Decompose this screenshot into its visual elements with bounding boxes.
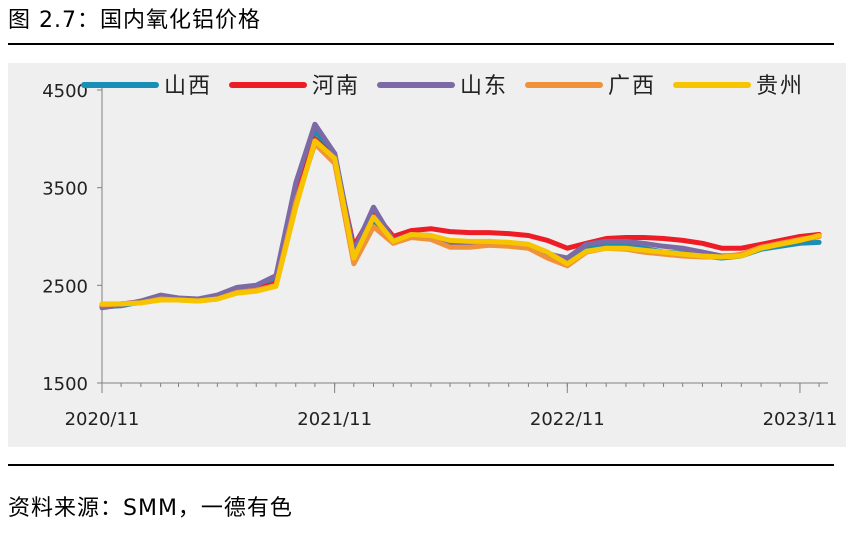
source-note: 资料来源：SMM，一德有色: [8, 496, 293, 521]
legend-label: 山西: [164, 74, 212, 99]
y-tick-label: 4500: [42, 81, 88, 102]
y-tick-label: 1500: [42, 374, 88, 395]
figure-title: 图 2.7：国内氧化铝价格: [8, 8, 261, 33]
source-rule: [8, 464, 834, 466]
series-lines: [99, 121, 822, 311]
legend-label: 贵州: [756, 74, 804, 99]
legend-label: 河南: [312, 74, 360, 99]
legend: 山西 河南 山东 广西 贵州: [81, 74, 804, 99]
x-tick-label: 2022/11: [530, 409, 605, 430]
series-line-山东: [99, 121, 822, 311]
series-line-河南: [99, 136, 822, 308]
x-tick-label: 2023/11: [763, 409, 838, 430]
axes: 1500 2500 3500 4500 2020/11 2021/11 2022/11 202…: [42, 81, 837, 430]
series-line-山西: [99, 128, 822, 310]
x-tick-label: 2020/11: [65, 409, 140, 430]
y-tick-label: 2500: [42, 276, 88, 297]
series-line-广西: [99, 141, 822, 308]
x-tick-label: 2021/11: [297, 409, 372, 430]
series-line-贵州: [99, 138, 822, 307]
title-rule: [8, 43, 834, 45]
legend-label: 山东: [460, 74, 508, 99]
y-tick-label: 3500: [42, 179, 88, 200]
legend-label: 广西: [608, 74, 656, 99]
